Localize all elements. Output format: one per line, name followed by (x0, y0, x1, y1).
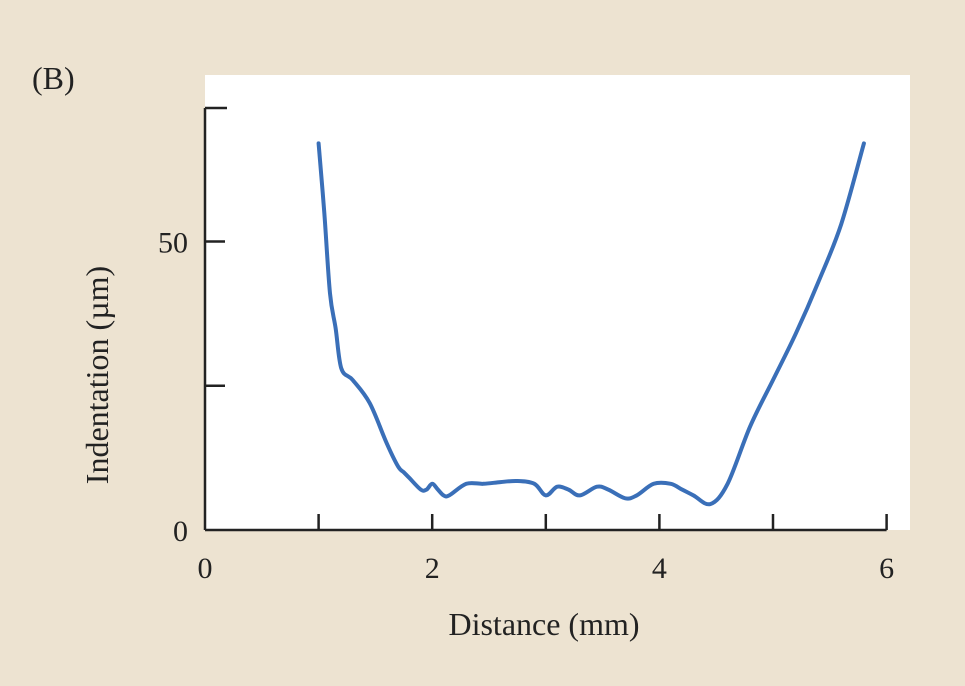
panel-label: (B) (32, 60, 75, 96)
x-tick-label: 2 (425, 552, 440, 585)
series-line (316, 141, 866, 507)
y-tick-label: 50 (158, 227, 188, 260)
y-tick-label: 0 (173, 515, 188, 548)
series-layer (316, 141, 866, 507)
x-axis-label: Distance (mm) (448, 606, 639, 642)
x-tick-label: 4 (652, 552, 667, 585)
x-tick-label: 6 (879, 552, 894, 585)
x-tick-label: 0 (198, 552, 213, 585)
plot-area (205, 75, 910, 530)
ticks (205, 240, 888, 530)
tick-labels: 0 2 4 6 0 50 (158, 227, 894, 586)
y-axis-label: Indentation (µm) (79, 266, 115, 484)
